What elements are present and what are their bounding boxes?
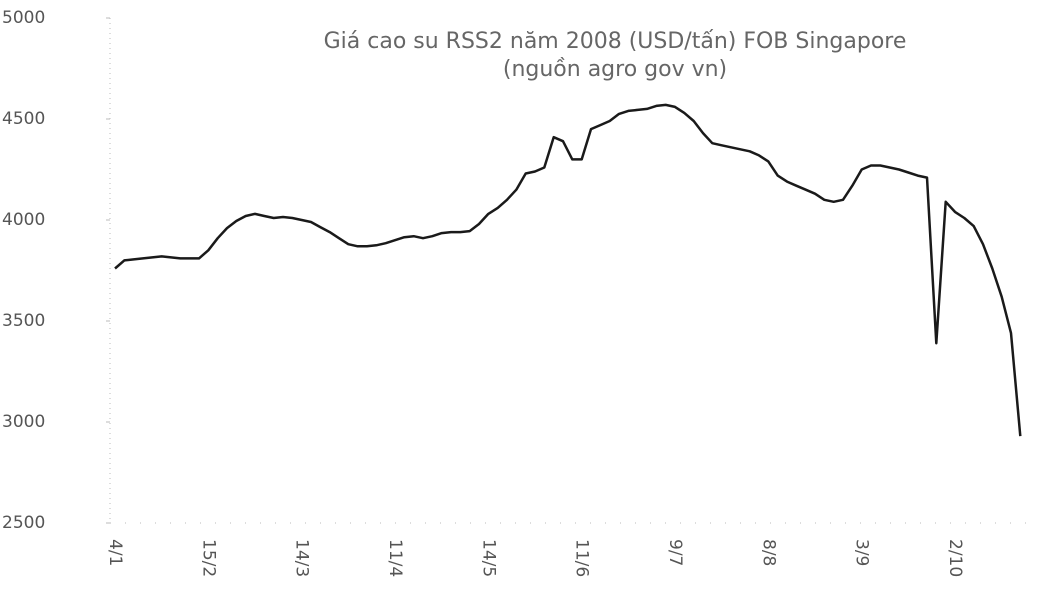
- chart-title: Giá cao su RSS2 năm 2008 (USD/tấn) FOB S…: [324, 29, 907, 54]
- x-tick-label: 8/8: [758, 539, 778, 566]
- y-tick-label: 5000: [2, 8, 45, 28]
- x-tick-label: 2/10: [945, 539, 965, 577]
- y-tick-label: 3000: [2, 412, 45, 432]
- y-tick-label: 4500: [2, 109, 45, 129]
- y-tick-label: 3500: [2, 311, 45, 331]
- y-tick-label: 2500: [2, 513, 45, 533]
- x-tick-label: 15/2: [198, 539, 218, 577]
- y-tick-label: 4000: [2, 210, 45, 230]
- x-tick-label: 11/6: [572, 539, 592, 577]
- line: [114, 103, 1022, 437]
- x-tick-label: 11/4: [385, 539, 405, 577]
- x-tick-label: 14/3: [292, 539, 312, 577]
- x-tick-label: 9/7: [665, 539, 685, 566]
- x-tick-label: 4/1: [105, 539, 125, 566]
- chart-subtitle: (nguồn agro gov vn): [503, 57, 727, 82]
- x-tick-label: 3/9: [852, 539, 872, 566]
- x-tick-label: 14/5: [478, 539, 498, 577]
